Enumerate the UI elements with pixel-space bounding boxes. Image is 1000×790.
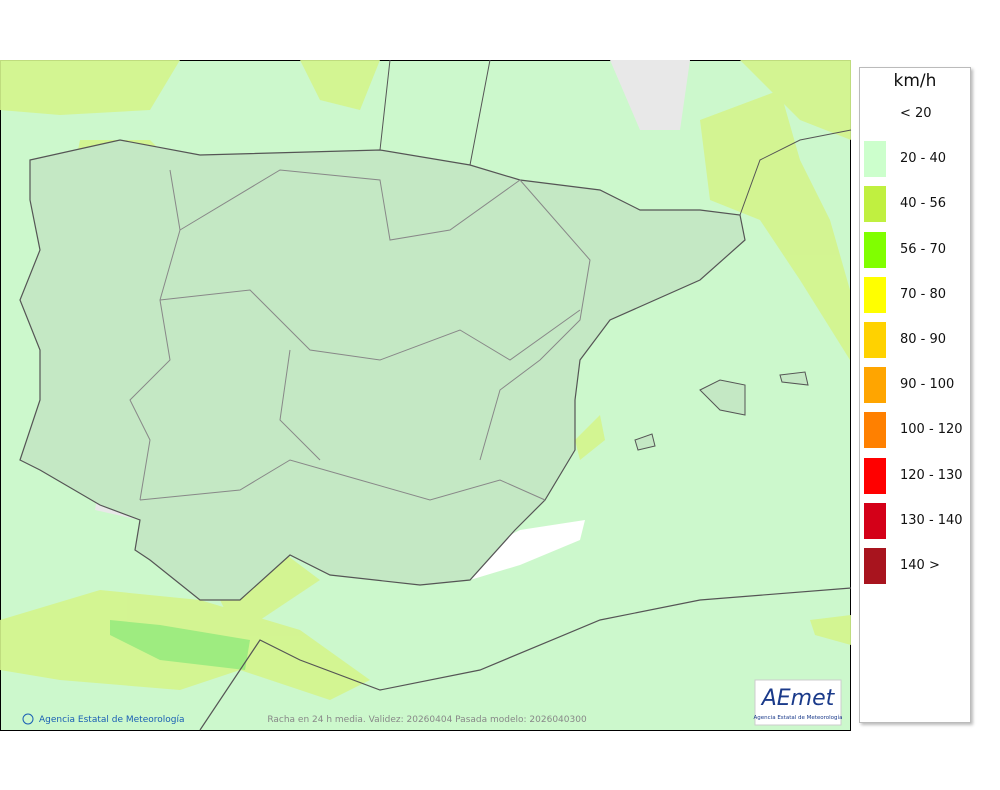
credit: Agencia Estatal de Meteorología <box>39 715 185 725</box>
zone <box>300 60 380 110</box>
border <box>279 349 321 461</box>
legend: km/h < 20 20 - 40 40 - 56 56 - 70 70 - 80 80 … <box>859 67 971 723</box>
border <box>159 289 581 361</box>
legend-label: 90 - 100 <box>900 377 955 393</box>
africa-coast <box>199 587 852 731</box>
copyright-icon <box>22 713 34 725</box>
ibiza <box>634 433 656 451</box>
legend-label: 120 - 130 <box>900 467 963 483</box>
legend-label: 70 - 80 <box>900 286 947 302</box>
legend-swatch <box>864 367 886 404</box>
legend-item: 40 - 56 <box>864 186 970 223</box>
legend-swatch <box>864 548 886 584</box>
logo-box <box>754 679 842 726</box>
legend-label: 100 - 120 <box>900 422 963 438</box>
legend-item: 100 - 120 <box>864 412 970 449</box>
calm-zone <box>460 520 585 580</box>
legend-swatch <box>864 231 886 268</box>
legend-label: < 20 <box>900 106 932 121</box>
legend-item: 120 - 130 <box>864 457 970 494</box>
legend-label: 140 > <box>900 558 940 573</box>
logo-subtitle: Agencia Estatal de Meteorología <box>754 714 843 721</box>
regional-borders <box>129 169 591 501</box>
legend-swatch <box>864 322 886 358</box>
mallorca <box>699 379 746 416</box>
calm-zone <box>610 60 690 130</box>
legend-item: 70 - 80 <box>864 276 970 313</box>
border <box>479 179 591 461</box>
zone <box>575 415 605 460</box>
legend-swatch <box>864 412 886 449</box>
legend-item: < 20 <box>864 96 970 132</box>
france-coast <box>379 60 852 216</box>
legend-swatch <box>864 502 886 539</box>
legend-swatch <box>864 457 886 494</box>
legend-label: 80 - 90 <box>900 332 947 347</box>
legend-item: 90 - 100 <box>864 367 970 404</box>
legend-label: 40 - 56 <box>900 196 947 212</box>
legend-swatch <box>864 96 886 132</box>
zone <box>700 90 850 360</box>
legend-swatch <box>864 186 886 223</box>
legend-label: 56 - 70 <box>900 241 947 257</box>
legend-title: km/h <box>893 71 937 91</box>
zone <box>740 60 851 140</box>
zone <box>0 60 180 115</box>
zone <box>810 615 851 645</box>
legend-item: 130 - 140 <box>864 502 970 539</box>
iberian-peninsula <box>19 139 746 601</box>
menorca <box>779 371 809 386</box>
border <box>139 459 546 501</box>
border <box>179 169 521 241</box>
legend-item: 80 - 90 <box>864 322 970 358</box>
legend-label: 130 - 140 <box>900 512 963 528</box>
legend-item: 56 - 70 <box>864 231 970 268</box>
caption: Racha en 24 h media. Validez: 20260404 P… <box>267 715 587 725</box>
legend-item: 140 > <box>864 548 970 584</box>
legend-label: 20 - 40 <box>900 151 947 167</box>
logo: AEmet <box>760 686 836 711</box>
zone <box>210 550 320 620</box>
legend-swatch <box>864 141 886 178</box>
strong-zone <box>110 620 250 670</box>
legend-swatch <box>864 276 886 313</box>
legend-item: 20 - 40 <box>864 141 970 178</box>
map: Agencia Estatal de Meteorología Racha en… <box>0 60 852 731</box>
